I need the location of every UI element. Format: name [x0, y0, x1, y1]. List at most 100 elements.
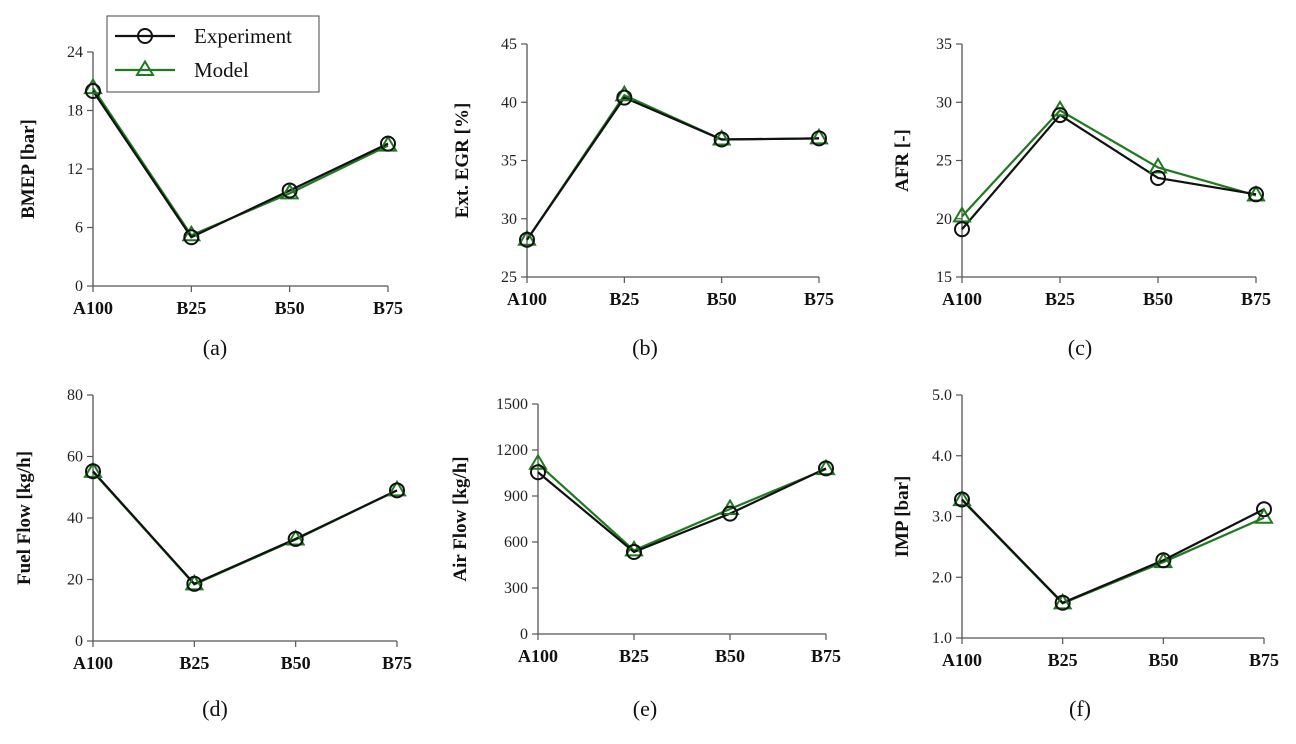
y-tick-label: 1200 [496, 442, 528, 459]
x-tick-label: A100 [507, 289, 547, 309]
y-tick-label: 35 [936, 36, 952, 53]
y-axis-label: Ext. EGR [%] [452, 103, 473, 219]
model-point [1052, 592, 1073, 610]
experiment-point [713, 131, 730, 148]
series-line-experiment [92, 90, 389, 239]
series-line-model [526, 93, 820, 241]
y-tick-label: 15 [936, 269, 952, 286]
y-tick-label: 80 [67, 387, 83, 404]
series-line-model [961, 499, 1265, 605]
experiment-point [626, 543, 642, 560]
x-tick-label: B75 [804, 289, 834, 309]
x-tick-label: B25 [1048, 650, 1078, 670]
series-line-model [537, 462, 827, 552]
x-tick-label: A100 [73, 298, 113, 318]
experiment-point [1155, 552, 1172, 569]
panel-e: 0 300 600 900 1200 1500 A100 B25 B50 B75 Air Flow … [450, 396, 841, 721]
experiment-point [186, 575, 203, 592]
y-axis-label: BMEP [bar] [18, 119, 39, 219]
x-tick-label: B75 [811, 646, 841, 666]
y-tick-label: 4.0 [932, 448, 952, 465]
y-tick-label: 40 [501, 94, 517, 111]
model-point [184, 573, 205, 591]
legend-model-label: Model [194, 58, 249, 82]
model-point [711, 129, 732, 146]
x-tick-label: B75 [382, 653, 412, 673]
experiment-point [954, 491, 970, 508]
y-tick-label: 5.0 [932, 387, 952, 404]
panel-d: 0 20 40 60 80 A100 B25 B50 B75 Fuel Flow [kg/h] (d… [14, 387, 412, 721]
x-tick-label: B50 [715, 646, 745, 666]
y-tick-label: 1.0 [932, 630, 952, 647]
legend-model-marker [135, 59, 155, 76]
series-line-model [92, 471, 398, 586]
legend-experiment-label: Experiment [194, 24, 292, 48]
x-tick-label: B50 [1148, 650, 1178, 670]
panel-c: 15 20 25 30 35 A100 B25 B50 B75 AFR [-] (c) [892, 36, 1271, 360]
x-tick-label: A100 [73, 653, 113, 673]
x-tick-label: A100 [942, 650, 982, 670]
x-tick-label: B75 [1249, 650, 1279, 670]
y-axis-label: AFR [-] [892, 129, 913, 192]
series-line-experiment [961, 498, 1265, 605]
model-point [1148, 157, 1168, 174]
y-tick-label: 1500 [496, 396, 528, 413]
y-axis-label: Air Flow [kg/h] [450, 456, 471, 581]
y-tick-label: 0 [520, 626, 528, 643]
y-tick-label: 0 [75, 633, 83, 650]
y-tick-label: 2.0 [932, 569, 952, 586]
y-tick-label: 25 [501, 269, 517, 286]
experiment-point [818, 460, 834, 477]
experiment-point [85, 83, 101, 99]
x-tick-label: B50 [281, 653, 311, 673]
model-point [181, 224, 202, 242]
y-tick-label: 20 [936, 211, 952, 228]
panel-a: 0 6 12 18 24 A100 B25 B50 B75 BMEP [bar] (a) [18, 44, 403, 360]
panel-caption: (f) [1069, 696, 1091, 721]
y-tick-label: 6 [75, 220, 83, 237]
panel-f: 1.0 2.0 3.0 4.0 5.0 A100 B25 B50 B75 IMP [bar] (f) [892, 387, 1279, 721]
legend-experiment-marker [137, 28, 153, 44]
panel-b: 25 30 35 40 45 A100 B25 B50 B75 Ext. EGR [%] (b) [452, 36, 834, 360]
experiment-point [389, 482, 405, 499]
model-point [952, 489, 972, 507]
y-tick-label: 30 [501, 211, 517, 228]
y-tick-label: 40 [67, 510, 83, 527]
y-tick-label: 35 [501, 153, 517, 170]
y-tick-label: 25 [936, 153, 952, 170]
y-tick-label: 3.0 [932, 509, 952, 526]
x-tick-label: B50 [707, 289, 737, 309]
panel-caption: (e) [633, 696, 657, 721]
y-tick-label: 0 [75, 278, 83, 295]
series-line-experiment [961, 113, 1257, 230]
experiment-point [380, 135, 396, 152]
legend: Experiment Model [106, 15, 320, 93]
y-tick-label: 300 [504, 580, 528, 597]
y-tick-label: 12 [67, 161, 83, 178]
model-point [528, 453, 548, 470]
experiment-point [281, 182, 298, 199]
experiment-point [811, 130, 827, 147]
model-point [285, 529, 306, 546]
x-tick-label: B25 [609, 289, 639, 309]
series-line-experiment [526, 96, 820, 241]
x-tick-label: B50 [275, 298, 305, 318]
experiment-point [1054, 594, 1071, 611]
experiment-point [85, 463, 101, 480]
y-tick-label: 24 [67, 44, 83, 61]
x-tick-label: B75 [373, 298, 403, 318]
x-tick-label: B25 [179, 653, 209, 673]
model-point [809, 127, 829, 145]
experiment-point [530, 464, 546, 481]
y-tick-label: 20 [67, 572, 83, 589]
y-tick-label: 600 [504, 534, 528, 551]
experiment-point [1248, 186, 1264, 203]
y-axis-label: IMP [bar] [892, 476, 913, 558]
experiment-point [519, 231, 535, 248]
experiment-point [954, 221, 970, 238]
panel-caption: (b) [632, 335, 658, 360]
experiment-point [616, 89, 633, 106]
experiment-point [287, 530, 304, 547]
panel-caption: (d) [202, 696, 228, 721]
